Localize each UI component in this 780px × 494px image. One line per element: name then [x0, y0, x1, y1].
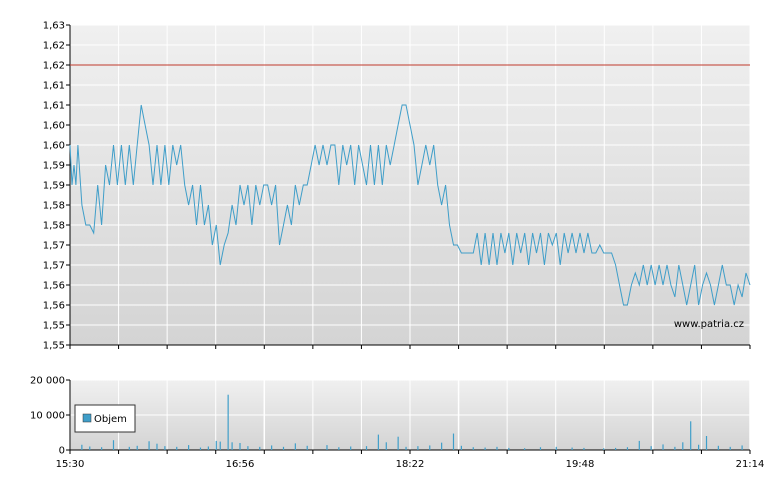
- price-y-axis: 1,63 1,62 1,62 1,61 1,61 1,60 1,60 1,59 1,59 1,58…: [43, 21, 70, 352]
- volume-y-tick-label: 0: [59, 446, 65, 457]
- price-y-tick-label: 1,58: [43, 201, 65, 212]
- legend-label: Objem: [94, 414, 127, 425]
- price-y-tick-label: 1,63: [43, 21, 65, 32]
- price-y-tick-label: 1,58: [43, 221, 65, 232]
- volume-y-axis: 20 000 10 000 0: [30, 376, 70, 457]
- volume-y-tick-label: 20 000: [30, 376, 65, 387]
- price-y-tick-label: 1,61: [43, 101, 65, 112]
- time-tick-label: 15:30: [56, 459, 85, 470]
- volume-legend: Objem: [74, 404, 136, 433]
- price-y-tick-label: 1,60: [43, 141, 65, 152]
- price-y-tick-label: 1,57: [43, 241, 65, 252]
- time-tick-label: 21:14: [736, 459, 765, 470]
- price-y-tick-label: 1,59: [43, 181, 65, 192]
- price-y-tick-label: 1,62: [43, 41, 65, 52]
- volume-bars: [81, 394, 743, 450]
- volume-y-tick-label: 10 000: [30, 411, 65, 422]
- time-tick-label: 18:22: [396, 459, 425, 470]
- volume-grid: [69, 379, 751, 454]
- price-y-tick-label: 1,60: [43, 121, 65, 132]
- price-y-tick-label: 1,55: [43, 341, 65, 352]
- legend-swatch: [82, 413, 92, 423]
- watermark: www.patria.cz: [674, 319, 744, 330]
- price-y-tick-label: 1,62: [43, 61, 65, 72]
- price-y-tick-label: 1,55: [43, 321, 65, 332]
- price-y-tick-label: 1,57: [43, 261, 65, 272]
- price-grid: [69, 24, 751, 349]
- time-tick-label: 16:56: [226, 459, 255, 470]
- price-series-line: [69, 104, 751, 306]
- price-y-tick-label: 1,56: [43, 301, 65, 312]
- price-y-tick-label: 1,61: [43, 81, 65, 92]
- price-y-tick-label: 1,56: [43, 281, 65, 292]
- time-tick-label: 19:48: [566, 459, 595, 470]
- time-axis: 15:30 16:56 18:22 19:48 21:14: [56, 459, 765, 470]
- price-y-tick-label: 1,59: [43, 161, 65, 172]
